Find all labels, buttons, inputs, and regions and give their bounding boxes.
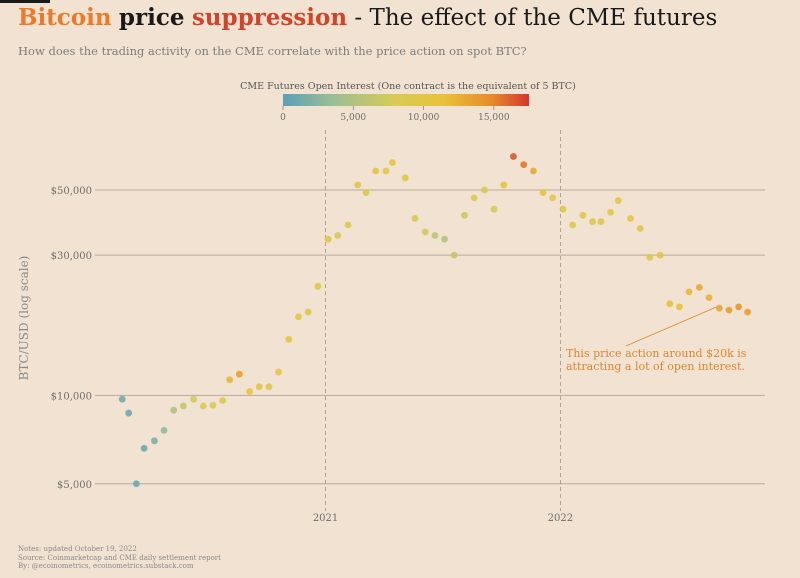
data-point xyxy=(389,159,396,166)
data-point xyxy=(285,336,293,343)
data-point xyxy=(490,205,498,213)
data-point xyxy=(235,370,243,378)
data-point xyxy=(160,426,168,434)
scatter-points xyxy=(118,153,752,488)
colorbar-ticks: 0 5,000 10,000 15,000 xyxy=(280,106,510,123)
data-point xyxy=(255,383,263,391)
data-point xyxy=(170,406,178,414)
data-point xyxy=(354,181,362,189)
data-point xyxy=(470,194,478,202)
data-point xyxy=(520,161,528,168)
data-point xyxy=(150,437,158,445)
y-tick-label: $50,000 xyxy=(51,186,92,197)
data-point xyxy=(314,282,322,290)
data-point xyxy=(450,251,458,259)
data-point xyxy=(209,401,217,409)
data-point xyxy=(226,376,234,384)
data-point xyxy=(401,174,409,182)
colorbar-tick-label: 5,000 xyxy=(340,113,366,123)
y-tick-label: $5,000 xyxy=(57,480,92,491)
data-point xyxy=(539,189,547,196)
data-point xyxy=(265,383,273,391)
data-point xyxy=(549,194,557,202)
footnote-updated: Notes: updated October 19, 2022 xyxy=(18,545,137,553)
data-point xyxy=(607,208,614,216)
data-point xyxy=(579,211,587,219)
annotation-line-2: attracting a lot of open interest. xyxy=(566,360,745,373)
footnotes: Notes: updated October 19, 2022 Source: … xyxy=(18,545,221,571)
title-part-bitcoin: Bitcoin xyxy=(18,4,112,31)
data-point xyxy=(382,167,390,175)
data-point xyxy=(431,232,439,239)
data-point xyxy=(627,215,634,222)
chart-title: Bitcoin price suppression - The effect o… xyxy=(18,4,717,31)
data-point xyxy=(334,232,342,239)
data-point xyxy=(441,235,448,243)
data-point xyxy=(125,409,133,417)
data-point xyxy=(344,221,352,229)
data-point xyxy=(510,153,517,160)
data-point xyxy=(461,211,468,219)
data-point xyxy=(481,186,488,194)
colorbar-tick-label: 0 xyxy=(280,113,286,123)
data-point xyxy=(140,444,148,452)
x-tick-label: 2021 xyxy=(313,513,338,524)
data-point xyxy=(246,388,254,395)
title-part-rest: - The effect of the CME futures xyxy=(347,5,718,31)
data-point xyxy=(744,308,752,316)
data-point xyxy=(656,251,664,259)
data-point xyxy=(118,395,126,403)
data-point xyxy=(190,395,198,403)
footnote-byline: By: @ecoinometrics, ecoinometrics.substa… xyxy=(18,562,194,570)
y-axis-label: BTC/USD (log scale) xyxy=(17,256,31,381)
data-point xyxy=(529,167,537,175)
title-part-suppression: suppression xyxy=(191,4,348,31)
data-point xyxy=(324,235,332,243)
data-point xyxy=(132,480,140,488)
data-point xyxy=(597,218,605,226)
data-point xyxy=(715,304,723,312)
data-point xyxy=(275,368,282,376)
data-point xyxy=(695,283,703,291)
data-point xyxy=(636,224,644,232)
annotation-line-1: This price action around $20k is xyxy=(566,347,747,360)
data-point xyxy=(646,253,654,261)
data-point xyxy=(685,288,693,296)
annotation-pointer-line xyxy=(625,306,717,347)
data-point xyxy=(559,205,567,213)
colorbar xyxy=(283,94,529,106)
data-point xyxy=(199,402,207,410)
data-point xyxy=(735,303,743,311)
data-point xyxy=(705,294,713,302)
data-point xyxy=(421,228,429,236)
data-point xyxy=(295,313,302,321)
top-accent-bar xyxy=(0,0,50,3)
y-axis-ticks: $5,000 $10,000 $30,000 $50,000 xyxy=(51,186,92,491)
data-point xyxy=(676,303,683,311)
x-tick-label: 2022 xyxy=(548,513,573,524)
chart-subtitle: How does the trading activity on the CME… xyxy=(18,44,527,58)
data-point xyxy=(614,197,622,205)
data-point xyxy=(569,221,577,229)
y-tick-label: $10,000 xyxy=(51,391,92,402)
data-point xyxy=(362,189,370,196)
data-point xyxy=(589,218,596,226)
data-point xyxy=(411,215,419,222)
y-tick-label: $30,000 xyxy=(51,251,92,262)
colorbar-tick-label: 15,000 xyxy=(478,113,510,123)
data-point xyxy=(500,181,508,189)
data-point xyxy=(725,306,733,314)
data-point xyxy=(372,167,380,175)
title-part-price: price xyxy=(118,4,185,31)
gridlines xyxy=(95,130,765,511)
data-point xyxy=(179,402,187,410)
footnote-source: Source: Coinmarketcap and CME daily sett… xyxy=(18,553,221,562)
colorbar-title: CME Futures Open Interest (One contract … xyxy=(240,81,576,92)
x-axis-ticks: 2021 2022 xyxy=(313,513,573,524)
data-point xyxy=(666,300,674,308)
data-point xyxy=(304,308,312,316)
data-point xyxy=(219,397,226,404)
colorbar-tick-label: 10,000 xyxy=(408,113,440,123)
